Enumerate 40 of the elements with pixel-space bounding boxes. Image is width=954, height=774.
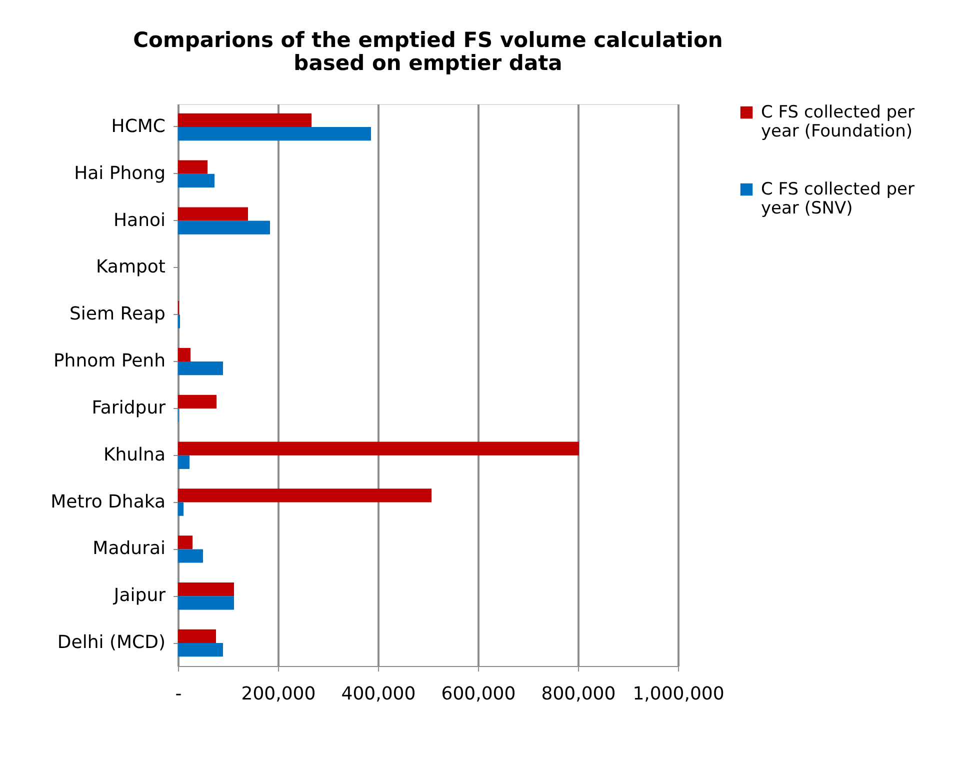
x-tick-label: - xyxy=(175,684,182,704)
bar xyxy=(178,582,234,596)
bar xyxy=(178,174,214,188)
bar xyxy=(178,536,192,550)
bar xyxy=(178,488,432,502)
bar xyxy=(178,126,371,141)
bar xyxy=(178,442,579,456)
bar xyxy=(178,207,248,221)
bar xyxy=(178,160,208,174)
bar xyxy=(178,549,203,563)
bar xyxy=(178,629,216,644)
y-tick-label: Faridpur xyxy=(92,397,166,418)
y-tick-label: Jaipur xyxy=(112,585,166,606)
x-tick-label: 1,000,000 xyxy=(632,684,724,704)
legend-label: C FS collected per year (Foundation) xyxy=(761,102,915,142)
bar xyxy=(178,502,184,516)
bar xyxy=(178,362,223,376)
y-tick-label: HCMC xyxy=(111,116,166,137)
y-tick-label: Delhi (MCD) xyxy=(57,632,166,654)
x-tick-label: 800,000 xyxy=(541,684,616,704)
x-tick-label: 200,000 xyxy=(241,684,316,704)
y-tick-label: Siem Reap xyxy=(70,304,166,325)
y-tick-label: Hai Phong xyxy=(74,162,166,184)
bar xyxy=(178,643,223,657)
bar xyxy=(178,596,234,610)
bar xyxy=(178,455,190,469)
legend-label: C FS collected per year (SNV) xyxy=(761,180,915,218)
y-tick-label: Kampot xyxy=(96,256,166,278)
bar xyxy=(178,113,312,127)
bar xyxy=(178,348,190,362)
chart-title: Comparions of the emptied FS volume calculation based on emptier data xyxy=(133,28,723,75)
y-tick-label: Metro Dhaka xyxy=(50,491,166,512)
x-tick-label: 400,000 xyxy=(341,684,416,704)
bar xyxy=(178,394,216,408)
y-tick-label: Khulna xyxy=(103,444,166,466)
y-tick-label: Phnom Penh xyxy=(53,350,166,372)
bar xyxy=(178,220,270,234)
y-tick-label: Madurai xyxy=(92,538,166,560)
y-tick-label: Hanoi xyxy=(114,210,166,231)
x-tick-label: 600,000 xyxy=(441,684,516,704)
